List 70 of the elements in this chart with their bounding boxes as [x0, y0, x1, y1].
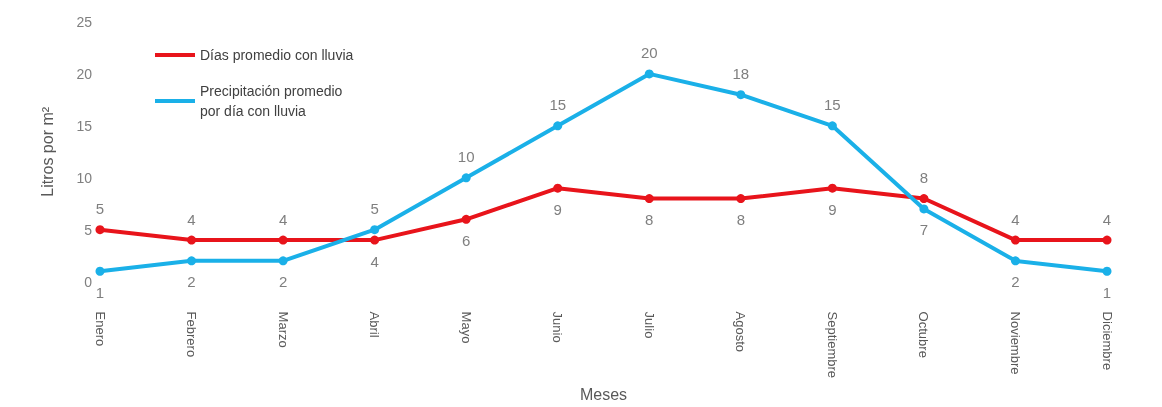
data-label: 20 — [640, 44, 658, 62]
x-tick-label: Julio — [641, 311, 657, 339]
point — [736, 194, 746, 204]
y-tick-label: 10 — [76, 169, 93, 186]
point — [1102, 235, 1112, 245]
x-axis-title: Meses — [579, 385, 628, 403]
data-label: 8 — [645, 211, 654, 229]
x-tick-label: Mayo — [458, 311, 474, 344]
data-label: 7 — [919, 221, 929, 239]
y-tick-label: 0 — [84, 273, 93, 290]
point — [95, 225, 105, 235]
x-tick-label: Octubre — [916, 311, 932, 358]
data-label: 4 — [370, 252, 379, 270]
point — [553, 121, 563, 131]
x-tick-label: Agosto — [733, 311, 749, 353]
x-tick-label: Noviembre — [1007, 311, 1023, 375]
point — [370, 225, 380, 235]
legend-label: Precipitación promedio por día con lluvia — [200, 83, 343, 119]
y-tick-label: 15 — [76, 117, 93, 134]
point — [370, 235, 380, 245]
data-label: 9 — [553, 200, 562, 218]
data-label: 6 — [462, 231, 471, 249]
point — [736, 90, 746, 100]
point — [187, 256, 197, 266]
x-tick-label: Septiembre — [824, 311, 840, 379]
data-label: 5 — [95, 200, 105, 218]
point — [827, 121, 837, 131]
data-label: 2 — [1011, 273, 1020, 291]
x-tick-label: Diciembre — [1099, 311, 1115, 371]
data-label: 2 — [187, 273, 196, 291]
x-tick-label: Marzo — [275, 311, 291, 348]
legend-label: Días promedio con lluvia — [200, 47, 354, 63]
point — [187, 235, 197, 245]
point — [461, 173, 471, 183]
data-label: 15 — [549, 96, 567, 114]
point — [95, 266, 105, 276]
y-tick-label: 20 — [76, 65, 93, 82]
data-label: 10 — [457, 148, 475, 166]
x-tick-label: Enero — [92, 311, 108, 347]
data-label: 9 — [828, 200, 837, 218]
y-axis-title: Litros por m² — [38, 106, 56, 197]
point — [553, 183, 563, 193]
point — [461, 214, 471, 224]
data-label: 1 — [1102, 283, 1112, 301]
point — [919, 204, 929, 214]
data-label: 8 — [736, 211, 745, 229]
data-label: 5 — [370, 200, 379, 218]
data-label: 8 — [919, 169, 929, 187]
point — [644, 194, 654, 204]
data-label: 15 — [824, 96, 841, 114]
y-tick-label: 5 — [84, 221, 93, 238]
data-label: 4 — [187, 210, 196, 228]
data-label: 1 — [95, 283, 105, 301]
data-label: 4 — [278, 210, 288, 228]
point — [827, 183, 837, 193]
x-tick-label: Junio — [550, 311, 566, 343]
x-tick-label: Febrero — [184, 311, 200, 358]
data-label: 2 — [278, 273, 288, 291]
x-tick-label: Abril — [367, 311, 383, 338]
point — [278, 256, 288, 266]
point — [919, 194, 929, 204]
point — [644, 69, 654, 79]
point — [1010, 235, 1020, 245]
point — [1010, 256, 1020, 266]
data-label: 4 — [1011, 210, 1020, 228]
data-label: 18 — [732, 65, 750, 83]
data-label: 4 — [1102, 210, 1112, 228]
point — [278, 235, 288, 245]
point — [1102, 266, 1112, 276]
y-tick-label: 25 — [76, 14, 93, 30]
